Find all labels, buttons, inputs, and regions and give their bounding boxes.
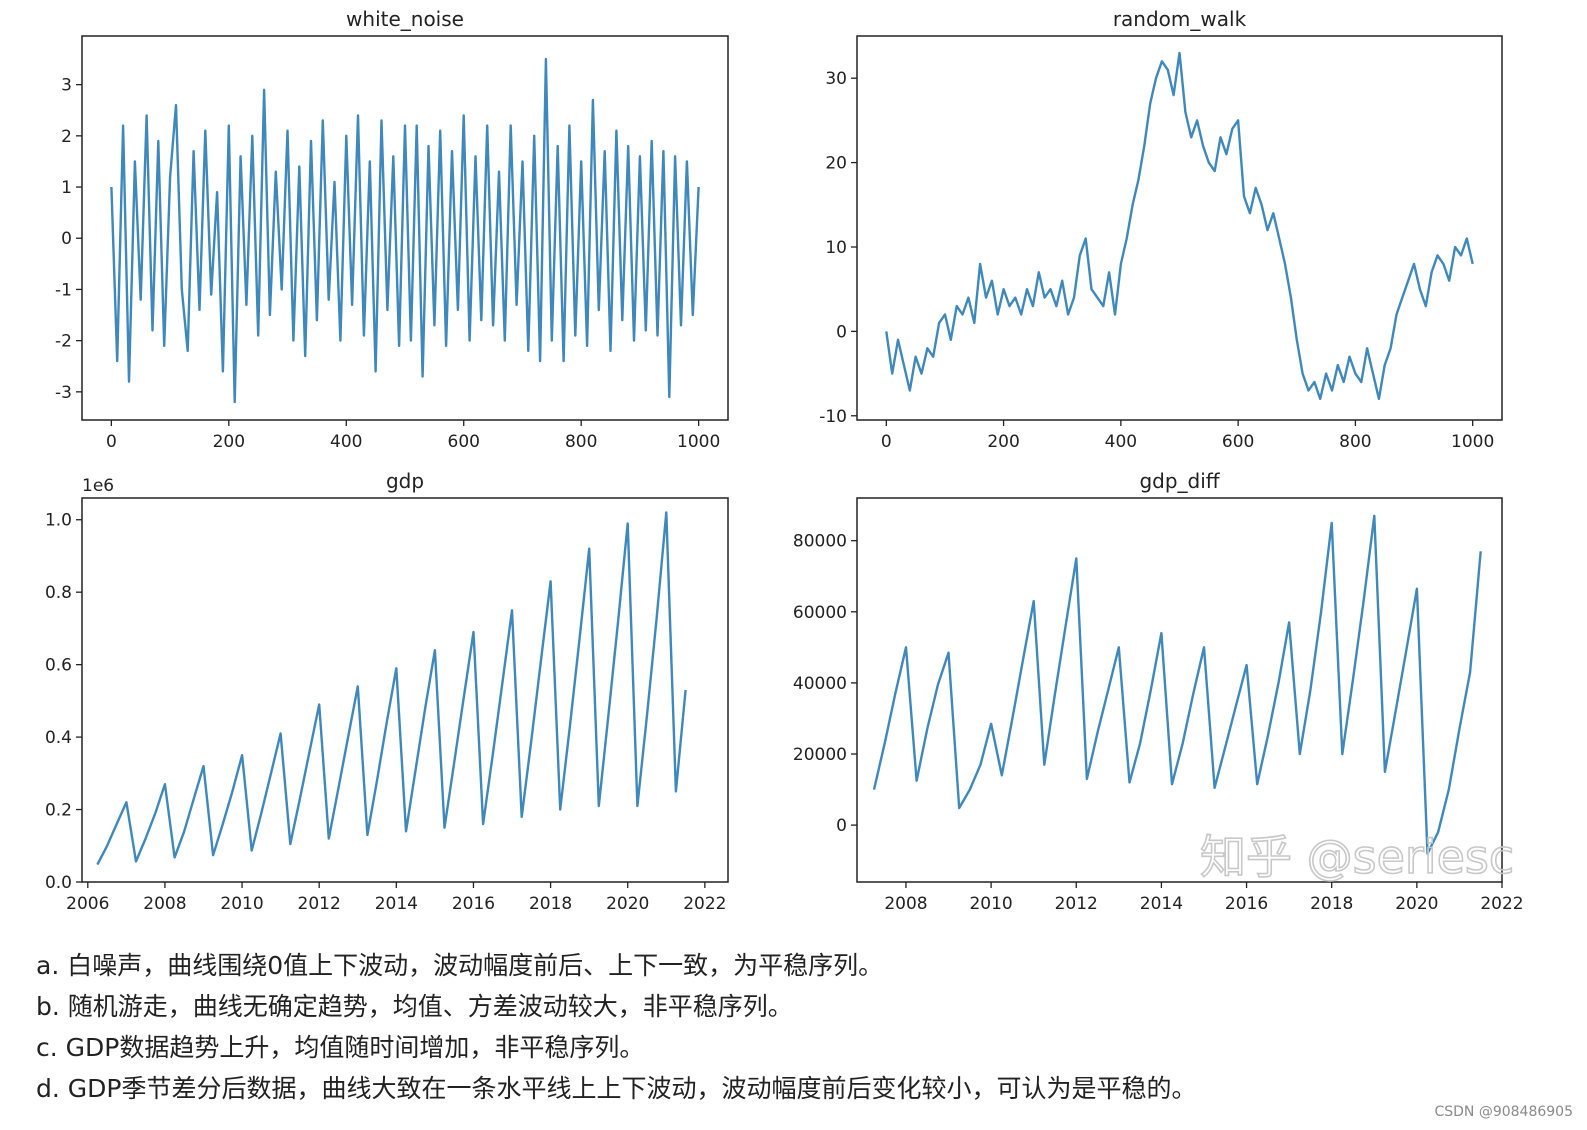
y-tick-label: 20000 [793, 745, 847, 765]
x-tick-label: 800 [1339, 432, 1371, 452]
x-tick-label: 2008 [884, 894, 927, 914]
y-tick-label: 0.8 [45, 583, 72, 603]
y-tick-label: 0.6 [45, 656, 72, 676]
y-tick-label: -10 [819, 407, 847, 427]
explanation-notes: a. 白噪声，曲线围绕0值上下波动，波动幅度前后、上下一致，为平稳序列。 b. … [36, 945, 1536, 1109]
x-tick-label: 1000 [1451, 432, 1494, 452]
csdn-credit: CSDN @908486905 [1434, 1104, 1573, 1120]
x-tick-label: 0 [106, 432, 117, 452]
y-tick-label: 2 [61, 127, 72, 147]
x-tick-label: 200 [213, 432, 245, 452]
chart-title: gdp [386, 469, 424, 493]
y-tick-label: 30 [825, 69, 847, 89]
subplot-random-walk: random_walk 0 200 400 600 800 1000 -10 0 10 20 30 [819, 7, 1503, 452]
y-tick-label: 40000 [793, 674, 847, 694]
series-line [885, 51, 1474, 401]
y-tick-label: -1 [55, 280, 72, 300]
axis-offset-label: 1e6 [82, 476, 114, 496]
x-tick-label: 2022 [683, 894, 726, 914]
plot-frame [81, 497, 729, 883]
series-line [96, 511, 687, 866]
note-gdp: c. GDP数据趋势上升，均值随时间增加，非平稳序列。 [36, 1033, 645, 1062]
x-tick-label: 400 [330, 432, 362, 452]
subplot-gdp-diff: gdp_diff 2008 2010 2012 2014 2016 2018 2020 2022… [793, 469, 1524, 914]
x-tick-label: 0 [881, 432, 892, 452]
note-white-noise: a. 白噪声，曲线围绕0值上下波动，波动幅度前后、上下一致，为平稳序列。 [36, 951, 884, 980]
x-tick-label: 2006 [66, 894, 109, 914]
x-tick-label: 600 [448, 432, 480, 452]
x-tick-label: 2020 [606, 894, 649, 914]
y-tick-label: -2 [55, 332, 72, 352]
y-tick-label: 0 [61, 229, 72, 249]
x-tick-label: 2016 [1225, 894, 1268, 914]
chart-title: random_walk [1113, 7, 1247, 31]
x-tick-label: 2012 [1055, 894, 1098, 914]
x-tick-label: 2022 [1480, 894, 1523, 914]
x-tick-label: 2012 [298, 894, 341, 914]
x-tick-label: 200 [987, 432, 1019, 452]
plot-frame [856, 35, 1503, 421]
series-line [110, 57, 700, 404]
x-tick-label: 1000 [677, 432, 720, 452]
x-tick-label: 2018 [1310, 894, 1353, 914]
plot-frame [856, 497, 1503, 883]
watermark-text: 知乎 @seriesc [1200, 830, 1514, 884]
x-tick-label: 2010 [220, 894, 263, 914]
y-tick-label: 0 [836, 816, 847, 836]
y-tick-label: 60000 [793, 603, 847, 623]
x-tick-label: 2018 [529, 894, 572, 914]
subplot-gdp: gdp 2006 2008 2010 2012 2014 2016 2018 2020 2022 0… [45, 469, 729, 914]
x-tick-label: 800 [565, 432, 597, 452]
x-tick-label: 2020 [1395, 894, 1438, 914]
y-tick-label: 1 [61, 178, 72, 198]
series-line [872, 514, 1482, 855]
plot-frame [81, 35, 729, 421]
y-tick-label: 0.4 [45, 728, 72, 748]
y-tick-label: 0 [836, 322, 847, 342]
x-tick-label: 600 [1222, 432, 1254, 452]
y-tick-label: 10 [825, 238, 847, 258]
y-tick-label: 3 [61, 76, 72, 96]
chart-title: white_noise [346, 7, 464, 31]
chart-title: gdp_diff [1139, 469, 1220, 493]
y-tick-label: 80000 [793, 532, 847, 552]
y-tick-label: -3 [55, 383, 72, 403]
x-tick-label: 2014 [375, 894, 418, 914]
x-tick-label: 400 [1105, 432, 1137, 452]
x-tick-label: 2016 [452, 894, 495, 914]
note-gdp-diff: d. GDP季节差分后数据，曲线大致在一条水平线上上下波动，波动幅度前后变化较小… [36, 1074, 1197, 1103]
y-tick-label: 0.0 [45, 873, 72, 893]
x-tick-label: 2010 [969, 894, 1012, 914]
x-tick-label: 2014 [1140, 894, 1183, 914]
y-tick-label: 0.2 [45, 801, 72, 821]
subplot-white-noise: white_noise 0 200 400 600 800 1000 -3 -2 -1 0 1 2 3 [55, 7, 729, 452]
y-tick-label: 20 [825, 154, 847, 174]
y-tick-label: 1.0 [45, 511, 72, 531]
x-tick-label: 2008 [143, 894, 186, 914]
note-random-walk: b. 随机游走，曲线无确定趋势，均值、方差波动较大，非平稳序列。 [36, 992, 793, 1021]
